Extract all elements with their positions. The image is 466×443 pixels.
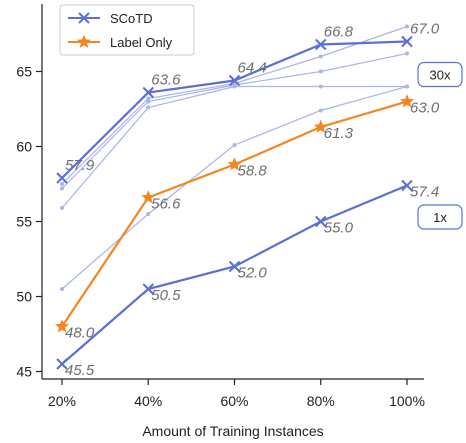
data-point-x-marker [315,215,327,228]
data-point-star-marker [400,94,414,108]
data-point-x-marker [56,172,68,184]
data-point-dot [60,206,64,210]
data-point-dot [405,51,409,56]
data-point-dot [60,287,64,291]
data-label: 61.3 [324,125,354,142]
data-point-x-marker [142,86,154,99]
data-label: 57.9 [65,157,95,174]
data-point-dot [405,84,409,89]
data-point-dot [146,212,151,216]
data-point-dot [146,96,151,101]
data-point-x-marker [56,358,68,370]
y-ticks: 45 50 55 60 65 [16,64,42,380]
data-label: 63.0 [410,100,440,117]
data-label: 63.6 [151,72,181,89]
annotation-box [417,61,463,88]
data-point-star-marker [55,319,69,333]
data-label: 57.4 [410,184,439,201]
x-ticks: 20% 40% 60% 80% 100% [48,379,425,409]
series-3 [60,84,409,210]
annotation-badge: 30x [417,61,463,88]
annotation-text: 30x [430,68,451,83]
data-point-dot [405,24,409,29]
series-layer [55,24,414,370]
series-line [61,52,408,189]
data-point-dot [232,83,237,87]
data-point-dot [318,54,323,59]
series-line [61,100,408,328]
data-label: 56.6 [151,196,181,213]
data-point-star-marker [313,119,328,133]
x-tick-label: 80% [307,393,335,409]
data-labels: 57.9 63.6 64.4 66.8 67.0 45.5 50.5 52.0 55.0 57.4… [65,21,440,380]
data-point-dot [318,84,323,89]
legend-entry: Label Only [68,34,173,50]
data-point-x-marker [401,179,413,192]
data-label: 55.0 [324,220,354,237]
axes: 45 50 55 60 65 20% 40% 60% 80% 100% Amount of Tr… [16,4,425,439]
data-point-dot [232,143,237,147]
x-tick-label: 20% [48,393,76,409]
data-point-dot [146,99,151,104]
data-point-dot [60,186,64,191]
series-1 [56,179,413,370]
y-tick-label: 50 [16,289,32,305]
x-tick-label: 40% [134,393,162,409]
data-point-x-marker [401,35,413,48]
data-label: 67.0 [410,21,440,38]
legend: SCoTD Label Only [59,4,195,56]
data-label: 50.5 [151,287,181,304]
y-tick-label: 65 [16,64,32,80]
x-axis-label: Amount of Training Instances [142,423,323,439]
annotations: 30x 1x [417,61,463,230]
data-point-x-marker [228,74,241,87]
legend-label: SCoTD [110,11,153,26]
data-label: 58.8 [238,163,268,180]
series-line [61,184,408,365]
series-0 [56,35,413,184]
data-point-star-marker [141,190,156,204]
series-2 [55,94,414,333]
data-point-x-marker [228,260,241,273]
y-tick-label: 60 [16,139,32,155]
data-point-dot [318,108,323,113]
data-point-star-marker [227,157,242,171]
x-tick-label: 100% [389,393,425,409]
series-5 [60,51,409,191]
x-tick-label: 60% [220,393,248,409]
y-tick-label: 55 [16,214,32,230]
data-point-dot [60,182,64,186]
annotation-box [417,204,463,230]
series-line [61,85,407,209]
annotation-badge: 1x [417,204,463,230]
data-label: 45.5 [65,362,95,379]
y-tick-label: 45 [16,364,32,380]
data-label: 48.0 [65,325,95,342]
data-label: 52.0 [238,265,268,282]
data-label: 66.8 [324,24,354,41]
legend-label: Label Only [110,35,173,50]
data-point-x-marker [142,283,154,295]
data-point-dot [318,69,323,74]
data-point-star-marker [77,34,91,48]
annotation-text: 1x [433,210,447,225]
data-point-dot [146,105,151,110]
data-point-x-marker [78,12,90,24]
data-point-x-marker [315,38,327,51]
data-label: 64.4 [238,60,267,77]
legend-entry: SCoTD [68,11,153,26]
